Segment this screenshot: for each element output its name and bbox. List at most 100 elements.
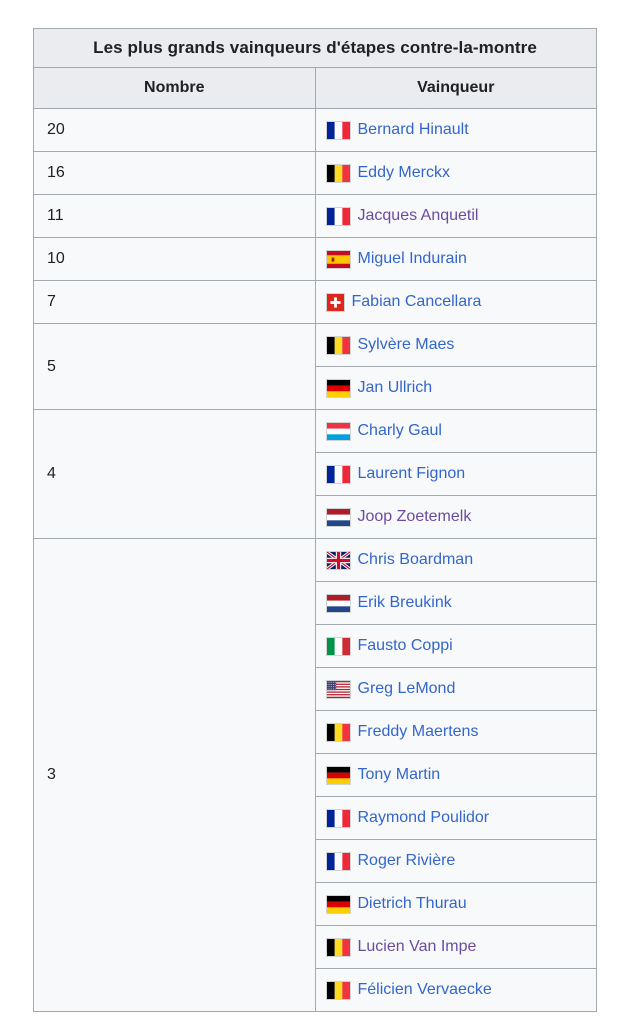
flag-belgium-icon: [326, 723, 350, 741]
winner-cell-content: Sylvère Maes: [326, 336, 597, 354]
winner-cell: Lucien Van Impe: [314, 925, 597, 969]
winner-cell: Tony Martin: [314, 753, 597, 797]
rider-link[interactable]: Dietrich Thurau: [357, 895, 467, 912]
flag-belgium-icon: [326, 336, 350, 354]
count-cell: 10: [33, 237, 316, 281]
flag-belgium-icon: [326, 981, 350, 999]
rider-link[interactable]: Sylvère Maes: [357, 336, 455, 353]
rider-link[interactable]: Félicien Vervaecke: [357, 981, 492, 998]
count-cell: 5: [33, 323, 316, 410]
table-row: Félicien Vervaecke: [34, 968, 597, 1012]
count-cell: 4: [33, 409, 316, 539]
flag-france-icon: [326, 207, 350, 225]
winner-cell-content: Jacques Anquetil: [326, 207, 597, 225]
flag-france-icon: [326, 465, 350, 483]
table-row: Greg LeMond: [34, 667, 597, 711]
flag-germany-icon: [326, 379, 350, 397]
table-row: Laurent Fignon: [34, 452, 597, 496]
table-row: Raymond Poulidor: [34, 796, 597, 840]
table-row: 16 Eddy Merckx: [33, 151, 597, 195]
rider-link[interactable]: Jan Ullrich: [357, 379, 433, 396]
winner-cell: Charly Gaul: [314, 409, 597, 453]
flag-belgium-icon: [326, 164, 350, 182]
flag-germany-icon: [326, 895, 350, 913]
stage-winners-table: Les plus grands vainqueurs d'étapes cont…: [33, 28, 597, 1012]
rider-link[interactable]: Fausto Coppi: [357, 637, 453, 654]
winner-cell: Greg LeMond: [314, 667, 597, 711]
count-cell: 11: [33, 194, 316, 238]
flag-belgium-icon: [326, 938, 350, 956]
flag-usa-icon: [326, 680, 350, 698]
winner-cell: Laurent Fignon: [314, 452, 597, 496]
rider-link[interactable]: Erik Breukink: [357, 594, 452, 611]
table-row: Freddy Maertens: [34, 710, 597, 754]
flag-netherlands-icon: [326, 594, 350, 612]
winner-cell-content: Fausto Coppi: [326, 637, 597, 655]
winner-cell-content: Eddy Merckx: [326, 164, 597, 182]
rider-link[interactable]: Miguel Indurain: [357, 250, 467, 267]
winner-cell: Freddy Maertens: [314, 710, 597, 754]
table-row: 11 Jacques Anquetil: [33, 194, 597, 238]
count-cell: 7: [33, 280, 316, 324]
rider-link[interactable]: Freddy Maertens: [357, 723, 479, 740]
flag-netherlands-icon: [326, 508, 350, 526]
winner-cell: Raymond Poulidor: [314, 796, 597, 840]
winner-cell: Félicien Vervaecke: [314, 968, 597, 1012]
table-row: Erik Breukink: [34, 581, 597, 625]
column-header-vainqueur: Vainqueur: [314, 67, 597, 109]
flag-france-icon: [326, 809, 350, 827]
flag-spain-icon: [326, 250, 350, 268]
table-row: Lucien Van Impe: [34, 925, 597, 969]
table-row: Jan Ullrich: [34, 366, 597, 410]
flag-france-icon: [326, 852, 350, 870]
winner-cell: Fausto Coppi: [314, 624, 597, 668]
rider-link[interactable]: Greg LeMond: [357, 680, 456, 697]
rider-link[interactable]: Jacques Anquetil: [357, 207, 479, 224]
winner-cell-content: Laurent Fignon: [326, 465, 597, 483]
rider-link[interactable]: Joop Zoetemelk: [357, 508, 472, 525]
count-cell: 3: [33, 538, 316, 1012]
table-row: Roger Rivière: [34, 839, 597, 883]
column-header-nombre: Nombre: [33, 67, 316, 109]
flag-luxembourg-icon: [326, 422, 350, 440]
table-body: 20 Bernard Hinault 16 Eddy Merckx 11 Jacques …: [33, 108, 597, 1012]
winner-cell-content: Freddy Maertens: [326, 723, 597, 741]
winner-cell-content: Chris Boardman: [325, 550, 597, 570]
rider-link[interactable]: Eddy Merckx: [357, 164, 450, 181]
rider-link[interactable]: Bernard Hinault: [357, 121, 469, 138]
winner-cell-content: Miguel Indurain: [326, 250, 597, 268]
rider-link[interactable]: Tony Martin: [357, 766, 441, 783]
flag-uk-icon: [325, 550, 351, 570]
table-row: 5 Sylvère Maes: [33, 323, 597, 410]
table-title: Les plus grands vainqueurs d'étapes cont…: [33, 28, 597, 68]
rider-link[interactable]: Fabian Cancellara: [351, 293, 482, 310]
table-row: 7 Fabian Cancellara: [33, 280, 597, 324]
winner-cell: Jan Ullrich: [314, 366, 597, 410]
winner-cell-content: Joop Zoetemelk: [326, 508, 597, 526]
winner-cell-content: Lucien Van Impe: [326, 938, 597, 956]
winner-cell: Roger Rivière: [314, 839, 597, 883]
count-cell: 20: [33, 108, 316, 152]
rider-link[interactable]: Laurent Fignon: [357, 465, 466, 482]
table-row: 20 Bernard Hinault: [33, 108, 597, 152]
winner-cell: Bernard Hinault: [314, 108, 597, 152]
winner-cell: Fabian Cancellara: [314, 280, 597, 324]
winner-cell-content: Bernard Hinault: [326, 121, 597, 139]
flag-switzerland-icon: [326, 293, 344, 311]
winner-cell-content: Dietrich Thurau: [326, 895, 597, 913]
winner-cell: Miguel Indurain: [314, 237, 597, 281]
rider-link[interactable]: Charly Gaul: [357, 422, 442, 439]
rider-link[interactable]: Chris Boardman: [357, 551, 474, 568]
winner-cell-content: Tony Martin: [326, 766, 597, 784]
table-row: 10 Miguel Indurain: [33, 237, 597, 281]
winner-cell: Erik Breukink: [314, 581, 597, 625]
rider-link[interactable]: Raymond Poulidor: [357, 809, 490, 826]
flag-france-icon: [326, 121, 350, 139]
rider-link[interactable]: Lucien Van Impe: [357, 938, 477, 955]
winner-cell: Chris Boardman: [314, 538, 597, 582]
count-cell: 16: [33, 151, 316, 195]
winner-cell-content: Fabian Cancellara: [326, 293, 597, 311]
winner-cell: Joop Zoetemelk: [314, 495, 597, 539]
rider-link[interactable]: Roger Rivière: [357, 852, 456, 869]
